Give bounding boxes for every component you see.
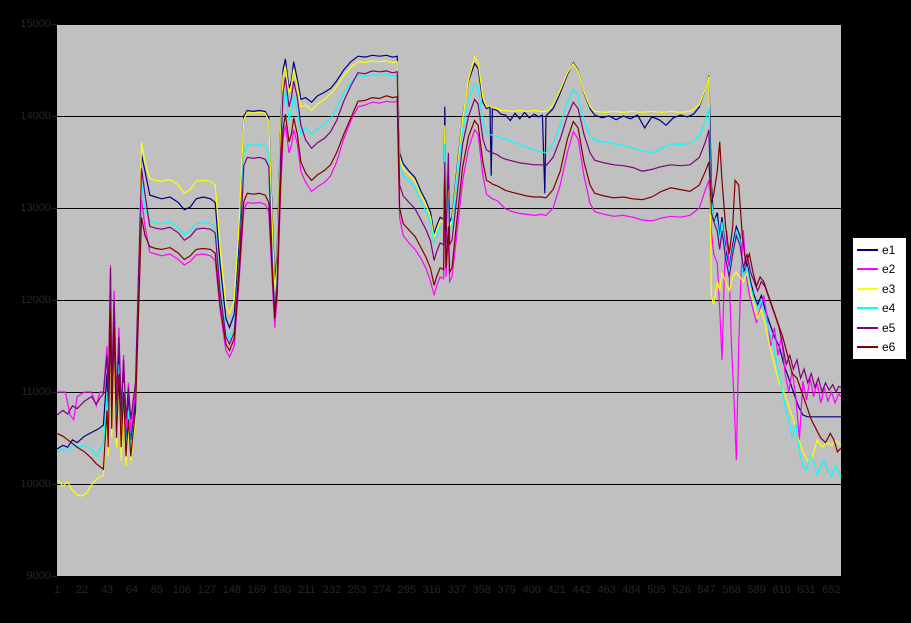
legend-swatch-e1 [857, 248, 878, 251]
legend-swatch-e3 [857, 287, 878, 290]
y-axis-tick-label: 9000 [26, 570, 51, 582]
x-axis-tick-label: 547 [697, 584, 716, 596]
legend: e1 e2 e3 e4 e5 e6 [852, 237, 907, 360]
x-axis-tick-label: 652 [822, 584, 841, 596]
legend-item-e2: e2 [857, 261, 906, 277]
x-axis-tick-label: 253 [347, 584, 366, 596]
y-axis-tick-label: 13000 [20, 202, 51, 214]
x-axis-tick-label: 442 [572, 584, 591, 596]
legend-item-e5: e5 [857, 320, 906, 336]
x-axis-tick-label: 358 [472, 584, 491, 596]
x-axis-tick-label: 211 [298, 584, 316, 596]
x-axis-tick-label: 463 [597, 584, 616, 596]
legend-swatch-e6 [857, 346, 878, 349]
x-axis-tick-label: 85 [150, 584, 164, 596]
legend-label: e1 [882, 242, 896, 257]
x-axis-tick-label: 1 [53, 584, 61, 596]
x-axis-tick-label: 22 [75, 584, 89, 596]
y-axis-tick [52, 392, 57, 393]
legend-swatch-e4 [857, 307, 878, 310]
x-axis-tick-label: 505 [647, 584, 666, 596]
x-axis-tick-label: 148 [222, 584, 242, 596]
legend-swatch-e5 [857, 326, 878, 329]
series-line-e5 [57, 70, 841, 420]
legend-item-e4: e4 [857, 300, 906, 316]
y-axis-tick [52, 24, 57, 25]
x-axis-tick-label: 484 [622, 584, 641, 596]
x-axis-tick-label: 232 [322, 584, 341, 596]
x-axis-tick-label: 631 [797, 584, 816, 596]
legend-item-e3: e3 [857, 281, 906, 297]
legend-label: e2 [882, 262, 896, 277]
plot-area [57, 24, 841, 576]
series-line-e6 [57, 95, 841, 471]
y-axis-tick [52, 208, 57, 209]
y-axis-tick-label: 15000 [20, 18, 51, 30]
x-axis-tick-label: 589 [747, 584, 766, 596]
x-axis-tick-label: 106 [172, 584, 192, 596]
y-axis-tick-label: 10000 [20, 478, 51, 490]
series-line-e3 [57, 55, 841, 497]
legend-label: e5 [882, 320, 896, 335]
y-axis-tick-label: 11000 [21, 386, 51, 398]
legend-item-e6: e6 [857, 339, 906, 355]
legend-swatch-e2 [857, 268, 878, 271]
x-axis-tick-label: 274 [372, 584, 391, 596]
x-axis-tick-label: 337 [447, 584, 466, 596]
y-axis-tick [52, 576, 57, 577]
x-axis-tick-label: 568 [722, 584, 741, 596]
x-axis-tick-label: 316 [422, 584, 441, 596]
x-axis-tick-label: 421 [547, 584, 566, 596]
x-axis-tick-label: 400 [522, 584, 541, 596]
x-axis-tick-label: 127 [197, 584, 217, 596]
chart-canvas [57, 24, 841, 497]
y-axis-tick-label: 14000 [20, 110, 51, 122]
x-axis-tick-label: 64 [125, 584, 139, 596]
x-axis-tick-label: 169 [247, 584, 267, 596]
legend-label: e3 [882, 281, 896, 296]
x-axis-tick-label: 43 [100, 584, 114, 596]
y-axis-tick [52, 116, 57, 117]
x-axis-tick-label: 379 [497, 584, 516, 596]
x-axis-tick-label: 610 [772, 584, 791, 596]
x-axis-tick-label: 295 [397, 584, 416, 596]
legend-label: e4 [882, 301, 896, 316]
legend-label: e6 [882, 340, 896, 355]
y-axis-tick [52, 300, 57, 301]
y-axis-tick-label: 12000 [20, 294, 51, 306]
x-axis-tick-label: 526 [672, 584, 691, 596]
x-axis-tick-label: 190 [272, 584, 292, 596]
legend-item-e1: e1 [857, 242, 906, 258]
y-axis-tick [52, 484, 57, 485]
